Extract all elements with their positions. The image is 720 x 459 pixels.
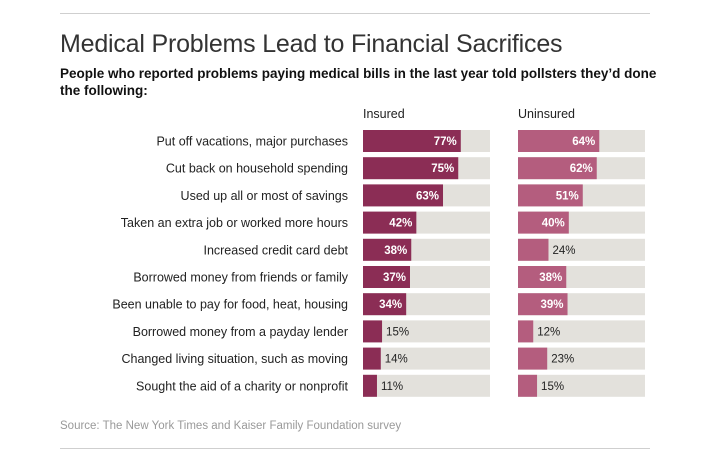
bar-insured xyxy=(363,347,381,370)
bar-uninsured xyxy=(518,157,597,180)
value-label-uninsured: 64% xyxy=(572,136,595,148)
bar-insured xyxy=(363,374,377,397)
category-label: Changed living situation, such as moving xyxy=(121,352,348,366)
value-label-insured: 38% xyxy=(384,245,407,257)
value-label-uninsured: 62% xyxy=(570,163,593,175)
bar-uninsured xyxy=(518,347,548,370)
bar-track xyxy=(518,374,645,397)
bottom-divider xyxy=(60,448,650,449)
value-label-insured: 11% xyxy=(381,381,403,393)
bar-uninsured xyxy=(518,374,538,397)
bar-insured xyxy=(363,293,407,316)
bar-uninsured xyxy=(518,211,569,234)
category-label: Cut back on household spending xyxy=(166,162,348,176)
bar-uninsured xyxy=(518,320,534,343)
value-label-insured: 75% xyxy=(431,163,454,175)
top-divider xyxy=(60,13,650,14)
bar-track xyxy=(363,374,490,397)
value-label-uninsured: 39% xyxy=(540,299,563,311)
series-label-uninsured: Uninsured xyxy=(518,107,575,121)
value-label-uninsured: 51% xyxy=(556,190,579,202)
chart-subtitle: People who reported problems paying medi… xyxy=(60,66,657,98)
value-label-insured: 34% xyxy=(379,299,402,311)
category-label: Taken an extra job or worked more hours xyxy=(121,216,348,230)
value-label-insured: 77% xyxy=(434,136,457,148)
bar-insured xyxy=(363,157,459,180)
value-label-insured: 37% xyxy=(383,272,406,284)
category-label: Increased credit card debt xyxy=(203,243,348,257)
value-label-uninsured: 40% xyxy=(542,218,565,230)
source-note: Source: The New York Times and Kaiser Fa… xyxy=(60,420,402,432)
value-label-insured: 15% xyxy=(386,326,409,338)
series-label-insured: Insured xyxy=(363,107,405,121)
chart-title: Medical Problems Lead to Financial Sacri… xyxy=(60,30,563,58)
bar-track xyxy=(363,347,490,370)
value-label-uninsured: 38% xyxy=(539,272,562,284)
bar-track xyxy=(518,238,645,261)
value-label-uninsured: 12% xyxy=(537,326,560,338)
bar-uninsured xyxy=(518,238,549,261)
bar-insured xyxy=(363,320,383,343)
bar-uninsured xyxy=(518,184,583,207)
value-label-uninsured: 24% xyxy=(552,245,575,257)
bar-track xyxy=(518,347,645,370)
bar-track xyxy=(518,320,645,343)
bar-insured xyxy=(363,184,444,207)
value-label-uninsured: 15% xyxy=(541,381,564,393)
value-label-insured: 63% xyxy=(416,190,439,202)
bar-insured xyxy=(363,238,412,261)
bar-uninsured xyxy=(518,266,567,288)
value-label-insured: 42% xyxy=(389,218,412,230)
category-label: Used up all or most of savings xyxy=(181,189,348,203)
bar-insured xyxy=(363,130,461,152)
bar-uninsured xyxy=(518,130,600,152)
category-label: Put off vacations, major purchases xyxy=(156,135,348,149)
category-label: Been unable to pay for food, heat, housi… xyxy=(112,298,348,312)
category-label: Sought the aid of a charity or nonprofit xyxy=(136,379,348,393)
value-label-insured: 14% xyxy=(385,354,408,366)
bar-uninsured xyxy=(518,293,568,316)
bar-insured xyxy=(363,211,417,234)
category-label: Borrowed money from friends or family xyxy=(133,271,348,285)
category-label: Borrowed money from a payday lender xyxy=(133,325,348,339)
bar-track xyxy=(363,320,490,343)
value-label-uninsured: 23% xyxy=(551,354,574,366)
bar-insured xyxy=(363,266,410,288)
